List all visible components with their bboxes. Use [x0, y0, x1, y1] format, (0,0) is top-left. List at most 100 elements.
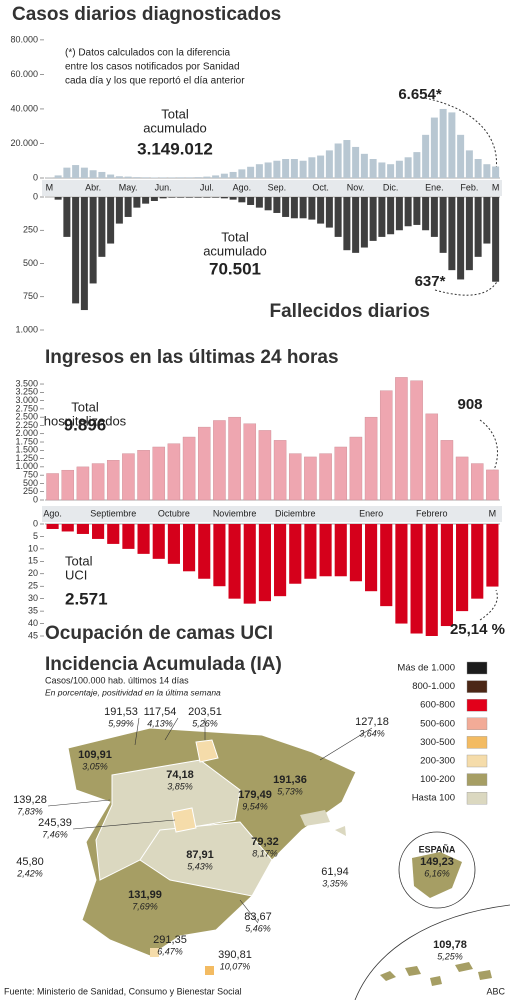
x-tick-label: Octubre	[158, 508, 190, 518]
subtitle: Casos/100.000 hab. últimos 14 días	[45, 675, 189, 685]
y-tick-label: 1.000	[15, 324, 38, 334]
bar	[194, 177, 202, 178]
bar	[492, 197, 500, 282]
bar	[369, 159, 377, 178]
bar	[439, 108, 447, 178]
bar	[430, 117, 438, 178]
bar	[91, 463, 105, 501]
bar	[61, 469, 75, 501]
bar	[352, 146, 360, 178]
bar	[258, 430, 272, 501]
bar	[247, 166, 255, 178]
bar	[360, 197, 368, 248]
y-tick-label: 60.000	[10, 69, 38, 79]
bar	[122, 524, 135, 549]
bar	[220, 197, 228, 199]
bar	[243, 524, 256, 604]
bar	[352, 197, 360, 253]
x-tick-label: May.	[119, 182, 138, 192]
y-tick-label: 25	[28, 581, 38, 591]
bar	[387, 197, 395, 235]
country-label: ESPAÑA	[419, 844, 456, 854]
x-tick-label: Febrero	[416, 508, 448, 518]
y-tick-label: 0	[33, 518, 38, 528]
bar	[440, 440, 454, 501]
bar	[212, 175, 220, 178]
bar	[228, 416, 241, 501]
y-tick-label: 20.000	[10, 138, 38, 148]
bar	[92, 524, 105, 539]
region-value: 109,78	[433, 939, 467, 951]
legend-label: Hasta 100	[412, 793, 455, 804]
bar	[247, 197, 255, 205]
month-band	[42, 180, 502, 196]
y-tick-label: 750	[23, 291, 38, 301]
last-value-label: 908	[457, 396, 482, 413]
x-tick-label: Abr.	[85, 182, 101, 192]
chart-title: Ocupación de camas UCI	[45, 623, 273, 644]
bar	[289, 524, 302, 584]
bar	[122, 453, 135, 501]
bar	[54, 197, 62, 200]
leader-line	[47, 799, 111, 807]
map	[67, 727, 510, 1000]
bar	[98, 197, 106, 257]
legend-swatch	[466, 717, 488, 730]
y-tick-label: 0	[33, 191, 38, 201]
bar	[448, 112, 456, 178]
bar	[212, 197, 220, 198]
region-positivity: 9,54%	[242, 801, 268, 811]
region-positivity: 3,05%	[82, 761, 108, 771]
region-positivity: 3,35%	[322, 878, 348, 888]
bar	[229, 171, 237, 178]
bar	[115, 197, 123, 224]
x-tick-label: Jul.	[200, 182, 214, 192]
total-value: 3.149.012	[137, 139, 213, 158]
bar	[115, 176, 123, 178]
bar	[152, 524, 165, 559]
region-value: 390,81	[218, 949, 252, 961]
bar	[365, 524, 378, 592]
total-value: 2.571	[65, 589, 108, 608]
region-value: 149,23	[420, 856, 454, 868]
bar	[72, 165, 80, 178]
bar	[299, 197, 307, 219]
y-tick-label: 1.750	[15, 436, 38, 446]
bar	[360, 153, 368, 178]
bar	[304, 456, 317, 501]
bar	[413, 197, 421, 225]
bar	[183, 524, 196, 572]
bar	[229, 197, 237, 200]
bar	[483, 197, 491, 244]
total-value: 9.896	[64, 415, 107, 434]
y-tick-label: 35	[28, 605, 38, 615]
y-tick-label: 3.000	[15, 395, 38, 405]
bar	[471, 524, 484, 599]
chart-title: Casos diarios diagnosticados	[12, 4, 281, 25]
x-tick-label: Enero	[359, 508, 383, 518]
bar	[282, 159, 290, 178]
arrow	[424, 97, 497, 171]
y-tick-label: 5	[33, 531, 38, 541]
bar	[72, 197, 80, 304]
region-value: 83,67	[244, 911, 272, 923]
y-tick-label: 1.250	[15, 453, 38, 463]
bar	[465, 150, 473, 178]
x-tick-label: Ago.	[233, 182, 252, 192]
region-positivity: 6,47%	[157, 946, 183, 956]
bar	[194, 197, 202, 198]
bar	[299, 160, 307, 178]
bar	[152, 446, 166, 501]
bar	[425, 413, 439, 501]
region-positivity: 5,99%	[108, 718, 134, 728]
legend-swatch	[466, 773, 488, 786]
region-positivity: 6,16%	[424, 868, 450, 878]
bar	[124, 176, 132, 178]
bar	[63, 197, 71, 237]
bar	[220, 173, 228, 178]
bar	[474, 197, 482, 257]
bar	[46, 473, 59, 501]
bar	[54, 175, 62, 178]
region-positivity: 7,46%	[42, 829, 68, 839]
total-label: hospitalizados	[44, 413, 127, 428]
